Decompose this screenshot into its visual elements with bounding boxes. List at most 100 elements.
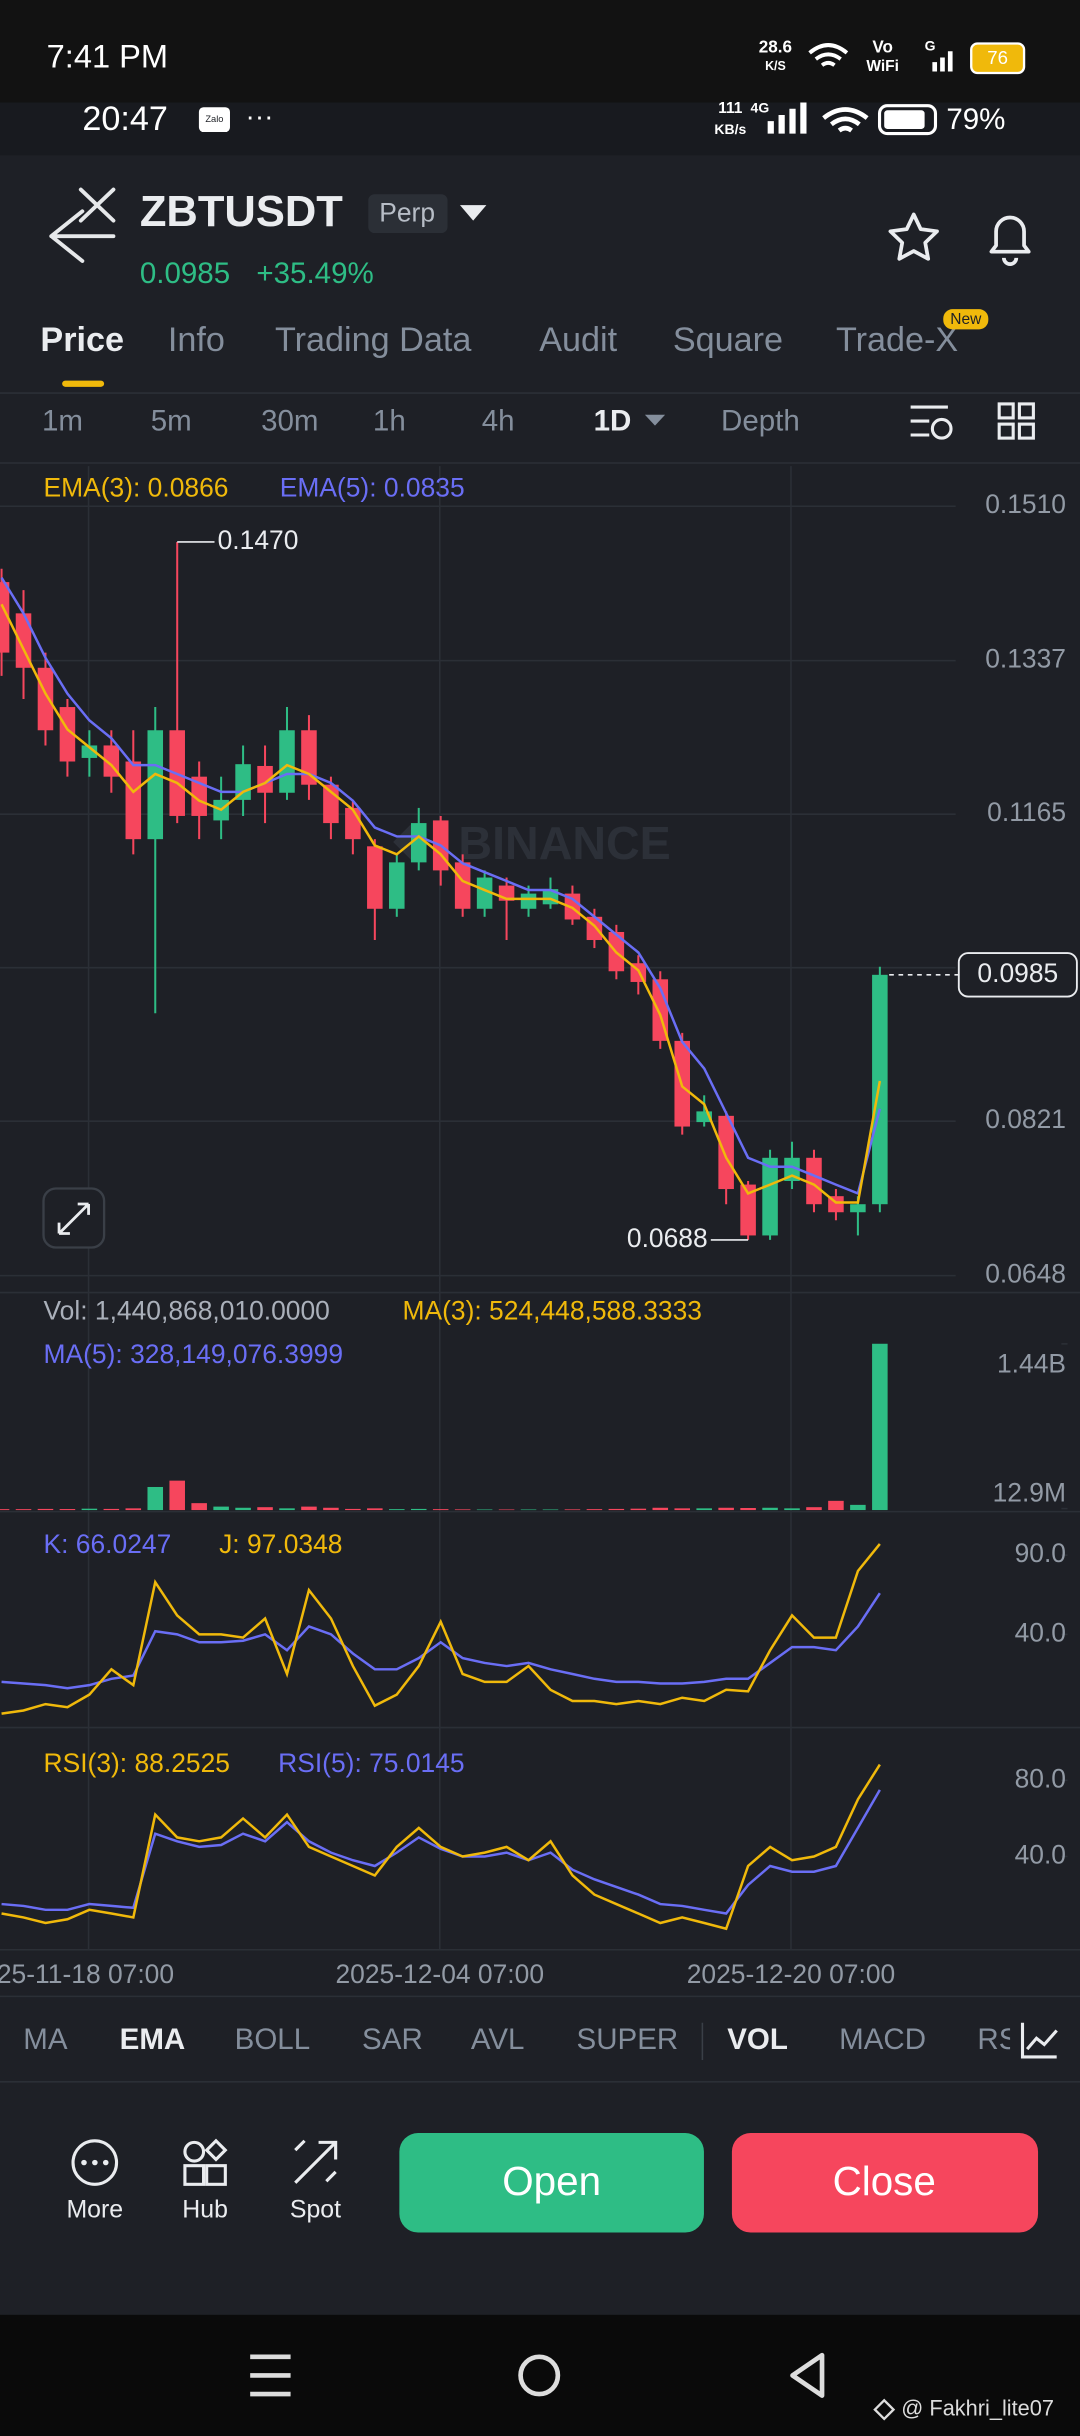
action-labels: More Hub Spot bbox=[66, 2195, 341, 2223]
header-price: 0.0985 bbox=[140, 257, 230, 290]
nav-recents[interactable] bbox=[250, 2354, 291, 2397]
hub-icon[interactable] bbox=[183, 2138, 228, 2186]
y-tick-label: 1.44B bbox=[997, 1349, 1066, 1379]
indicator-tab[interactable]: BOLL bbox=[235, 2023, 310, 2056]
candle-body bbox=[257, 765, 273, 793]
volume-bar bbox=[696, 1508, 712, 1511]
fullscreen-button[interactable] bbox=[42, 1187, 106, 1249]
volume-bar bbox=[15, 1509, 32, 1511]
chart-overlay: EMA(3): 0.0866 EMA(5): 0.0835 Vol: 1,440,8… bbox=[0, 472, 1078, 1989]
new-badge-text: New bbox=[950, 311, 982, 328]
symbol-dropdown[interactable] bbox=[459, 205, 487, 221]
indicator-tab[interactable]: MACD bbox=[839, 2023, 926, 2056]
indicator-tab[interactable]: VOL bbox=[727, 2023, 788, 2056]
more-circle bbox=[71, 2139, 119, 2186]
volume-bar bbox=[630, 1508, 647, 1511]
candle-body bbox=[235, 764, 251, 800]
interval[interactable]: 1h bbox=[373, 404, 406, 437]
alert-button[interactable] bbox=[989, 215, 1031, 266]
volume-bar bbox=[257, 1507, 273, 1511]
symbol: ZBTUSDT bbox=[140, 188, 343, 236]
interval-dropdown[interactable] bbox=[644, 414, 666, 426]
open-button[interactable] bbox=[399, 2133, 704, 2233]
watermark-icon bbox=[873, 2398, 896, 2421]
indicator-line bbox=[1, 1763, 881, 1931]
high-label: 0.1470 bbox=[218, 525, 299, 555]
legend-entry: K: 66.0247 bbox=[44, 1529, 172, 1559]
volume-bar bbox=[608, 1508, 625, 1511]
tab[interactable]: Trade-X bbox=[836, 321, 958, 359]
app-signal-icon bbox=[767, 102, 807, 134]
volume-bar bbox=[345, 1508, 361, 1511]
action-label[interactable]: Spot bbox=[290, 2195, 341, 2223]
candle-body bbox=[125, 761, 142, 840]
action-label[interactable]: More bbox=[66, 2195, 123, 2223]
interval[interactable]: 4h bbox=[482, 404, 515, 437]
tab[interactable]: Square bbox=[673, 321, 783, 359]
y-tick-label: 40.0 bbox=[1015, 1839, 1066, 1869]
indicator-tab[interactable]: AVL bbox=[471, 2023, 525, 2056]
volume-bar bbox=[37, 1508, 54, 1511]
volume-bar bbox=[323, 1507, 339, 1511]
interval[interactable]: 30m bbox=[261, 404, 318, 437]
tab[interactable]: Info bbox=[168, 321, 225, 359]
spot-icon[interactable] bbox=[294, 2139, 338, 2184]
x-tick-label: 2025-12-04 07:00 bbox=[336, 1959, 545, 1989]
volume-bar bbox=[432, 1509, 449, 1511]
volume-bar bbox=[301, 1506, 317, 1511]
favorite-button[interactable] bbox=[888, 212, 939, 261]
app-battery-icon bbox=[877, 104, 938, 136]
low-label: 0.0688 bbox=[627, 1223, 708, 1253]
indicator-tab[interactable]: EMA bbox=[120, 2023, 186, 2056]
last-price-label: 0.0985 bbox=[977, 958, 1058, 988]
more-icon[interactable] bbox=[71, 2139, 119, 2186]
interval[interactable]: 1D bbox=[594, 404, 632, 437]
indicator-line bbox=[1, 1789, 881, 1915]
nav-back[interactable] bbox=[790, 2352, 825, 2398]
candle-body bbox=[15, 613, 32, 668]
volume-bar bbox=[674, 1508, 691, 1511]
last-price-box bbox=[957, 952, 1078, 998]
y-tick-label: 80.0 bbox=[1015, 1763, 1066, 1793]
interval[interactable]: 1m bbox=[42, 404, 83, 437]
y-tick-label: 0.0648 bbox=[985, 1259, 1066, 1289]
volume-bar bbox=[81, 1508, 98, 1511]
nav-home[interactable] bbox=[518, 2354, 561, 2397]
tab[interactable]: Price bbox=[40, 321, 124, 359]
watermark: @ Fakhri_lite07 bbox=[901, 2395, 1054, 2420]
interval[interactable]: Depth bbox=[721, 404, 800, 437]
chart-settings-icon[interactable] bbox=[910, 405, 953, 440]
action-label[interactable]: Hub bbox=[182, 2195, 228, 2223]
legend-entry: MA(5): 328,149,076.3999 bbox=[44, 1339, 344, 1369]
y-tick-label: 0.1337 bbox=[985, 644, 1066, 674]
x-tick-label: 2025-12-20 07:00 bbox=[687, 1959, 896, 1989]
hub-cell bbox=[183, 2140, 206, 2163]
volume-bar bbox=[191, 1503, 207, 1511]
battery-icon bbox=[970, 42, 1026, 75]
candle-body bbox=[367, 846, 383, 909]
indicator-line bbox=[1, 1543, 881, 1715]
close-button[interactable] bbox=[731, 2133, 1039, 2233]
back-button[interactable] bbox=[49, 187, 116, 263]
app-wifi-icon bbox=[822, 107, 869, 133]
tab[interactable]: Audit bbox=[539, 321, 617, 359]
nav-bar bbox=[0, 2314, 1080, 2436]
tab[interactable]: Trading Data bbox=[275, 321, 471, 359]
volume-bar bbox=[0, 1509, 10, 1511]
volume-bar bbox=[235, 1507, 251, 1511]
indicator-settings-icon[interactable] bbox=[1020, 2022, 1058, 2059]
legend-entry: Vol: 1,440,868,010.0000 bbox=[44, 1296, 330, 1326]
x-tick-label: 25-11-18 07:00 bbox=[0, 1959, 174, 1989]
candle-body bbox=[410, 823, 427, 863]
volume-bar bbox=[828, 1500, 844, 1511]
volume-bar bbox=[125, 1508, 142, 1511]
candle-body bbox=[279, 730, 295, 793]
zalo-label: Zalo bbox=[205, 114, 223, 124]
layout-icon[interactable] bbox=[997, 402, 1035, 440]
volume-bar bbox=[59, 1509, 76, 1511]
indicator-tab[interactable]: SAR bbox=[362, 2023, 423, 2056]
interval[interactable]: 5m bbox=[151, 404, 192, 437]
indicator-tab[interactable]: SUPER bbox=[577, 2023, 679, 2056]
indicator-tab[interactable]: MA bbox=[23, 2023, 68, 2056]
